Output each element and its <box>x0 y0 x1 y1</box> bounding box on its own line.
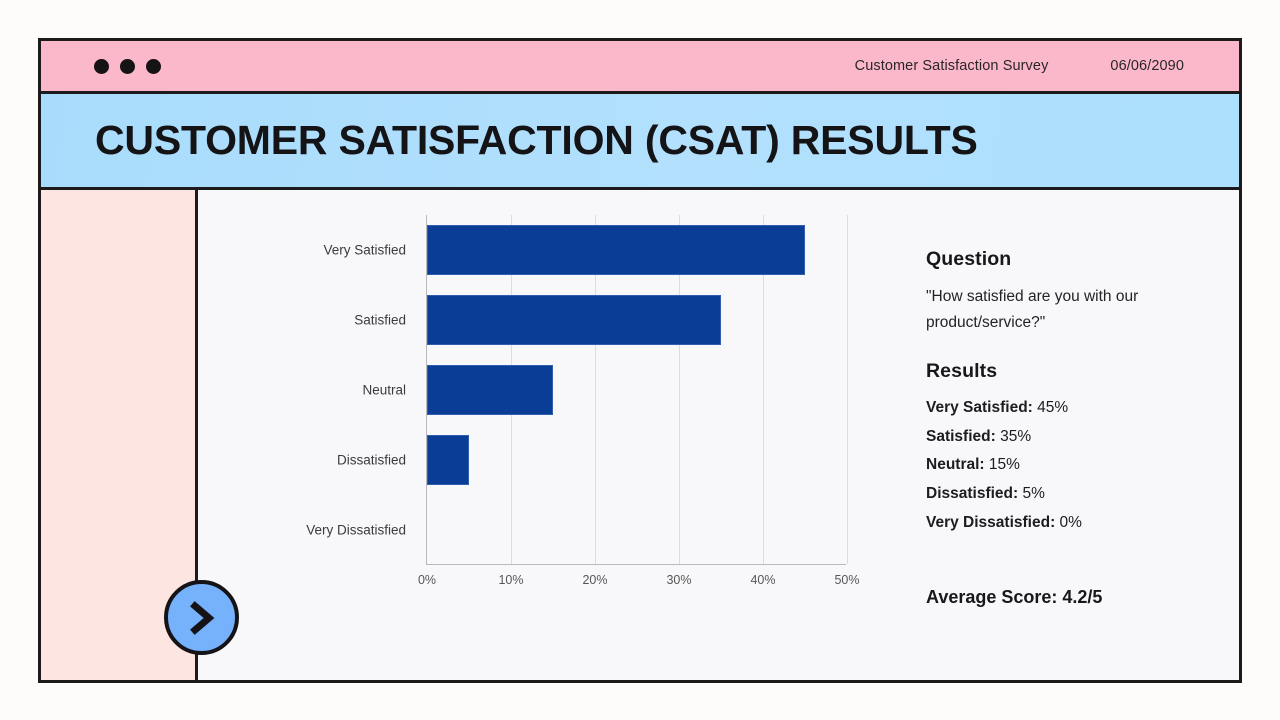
gridline <box>679 215 680 564</box>
plot-wrapper: Very Satisfied Satisfied Neutral Dissatisfi… <box>208 202 868 622</box>
next-slide-button[interactable] <box>164 580 239 655</box>
result-row: Very Satisfied: 45% <box>926 394 1209 423</box>
gridline <box>763 215 764 564</box>
result-label: Neutral: <box>926 456 985 474</box>
slide-body: Very Satisfied Satisfied Neutral Dissatisfi… <box>41 190 1239 680</box>
y-axis-tick-label: Dissatisfied <box>336 452 406 468</box>
question-heading: Question <box>926 248 1012 270</box>
plot-area: 0% 10% 20% 30% 40% 50% <box>418 215 860 587</box>
result-label: Very Satisfied: <box>926 399 1033 417</box>
result-value: 15% <box>984 456 1020 474</box>
window-titlebar: Customer Satisfaction Survey 06/06/2090 <box>41 41 1239 94</box>
x-axis-tick-label: 20% <box>582 573 608 587</box>
result-row: Dissatisfied: 5% <box>926 480 1209 509</box>
average-score: Average Score: 4.2/5 <box>926 587 1103 608</box>
y-axis-tick-label: Neutral <box>362 382 406 398</box>
survey-date: 06/06/2090 <box>1110 58 1184 74</box>
x-axis-tick-label: 30% <box>666 573 692 587</box>
titlebar-meta: Customer Satisfaction Survey 06/06/2090 <box>855 58 1184 74</box>
maximize-dot-icon[interactable] <box>146 58 161 74</box>
bar <box>427 295 721 345</box>
x-axis-tick-label: 0% <box>417 573 437 587</box>
x-axis-tick-label: 10% <box>498 573 524 587</box>
bar <box>427 435 469 485</box>
gridline <box>847 215 848 564</box>
slide-frame: Customer Satisfaction Survey 06/06/2090 … <box>38 38 1242 683</box>
result-label: Very Dissatisfied: <box>926 513 1056 531</box>
y-axis-labels: Very Satisfied Satisfied Neutral Dissatisfi… <box>208 215 416 565</box>
header-band: CUSTOMER SATISFACTION (CSAT) RESULTS <box>41 94 1239 190</box>
result-label: Dissatisfied: <box>926 485 1019 503</box>
results-list: Very Satisfied: 45% Satisfied: 35% Neutral… <box>926 394 1209 537</box>
page-title: CUSTOMER SATISFACTION (CSAT) RESULTS <box>95 117 978 163</box>
content-area: Very Satisfied Satisfied Neutral Dissatisfi… <box>198 190 1239 680</box>
chevron-right-icon <box>187 600 217 635</box>
close-dot-icon[interactable] <box>94 58 109 74</box>
x-axis-tick-label: 50% <box>834 573 860 587</box>
result-value: 35% <box>995 427 1032 445</box>
result-value: 45% <box>1032 399 1069 417</box>
y-axis-tick-label: Very Satisfied <box>323 242 406 258</box>
bar <box>427 365 553 415</box>
y-axis-tick-label: Satisfied <box>354 312 406 328</box>
minimize-dot-icon[interactable] <box>120 58 135 74</box>
y-axis-tick-label: Very Dissatisfied <box>306 522 406 538</box>
result-value: 0% <box>1055 513 1082 531</box>
result-row: Satisfied: 35% <box>926 423 1209 452</box>
result-row: Very Dissatisfied: 0% <box>926 509 1209 538</box>
result-label: Satisfied: <box>926 427 996 445</box>
gridline <box>595 215 596 564</box>
window-controls <box>94 58 161 74</box>
x-axis-tick-label: 40% <box>750 573 776 587</box>
results-heading: Results <box>926 360 998 383</box>
survey-label: Customer Satisfaction Survey <box>854 58 1049 74</box>
csat-bar-chart: Very Satisfied Satisfied Neutral Dissatisfi… <box>208 202 868 622</box>
result-row: Neutral: 15% <box>926 451 1209 480</box>
question-text: "How satisfied are you with our product/… <box>926 288 1139 331</box>
bar <box>427 225 805 275</box>
chart-area: Very Satisfied Satisfied Neutral Dissatisfi… <box>198 190 898 680</box>
results-panel: Question "How satisfied are you with our… <box>898 190 1239 680</box>
result-value: 5% <box>1018 485 1045 503</box>
